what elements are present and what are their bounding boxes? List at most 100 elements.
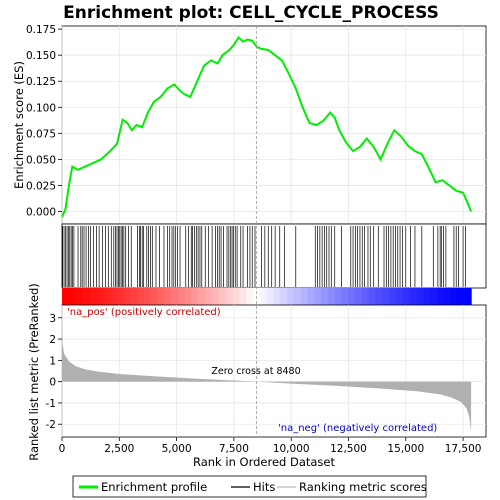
color-bar-segment (191, 288, 199, 305)
es-tick-label: 0.100 (26, 102, 56, 114)
color-bar-segment (375, 288, 384, 305)
color-bar-segment (68, 288, 77, 305)
hits-panel-frame (61, 223, 487, 289)
color-bar-segment (273, 288, 281, 305)
color-bar-segment (62, 288, 70, 305)
metric-tick-label: 1 (49, 355, 56, 367)
enrichment-profile-line (61, 35, 473, 218)
rank-color-bar (62, 288, 472, 305)
metric-tick-label: 3 (49, 313, 56, 325)
color-bar-segment (82, 288, 90, 305)
color-bar-segment (280, 288, 288, 305)
metric-panel: -2 -1 0 1 2 3 'na_pos' (positively correlated… (27, 26, 487, 461)
x-tick-label: 7,500 (219, 443, 249, 455)
metric-panel-frame (61, 304, 487, 438)
color-bar-segment (150, 288, 159, 305)
color-bar-segment (389, 288, 397, 305)
color-bar-segment (239, 288, 247, 305)
color-bar-segment (321, 288, 329, 305)
color-bar-segment (198, 288, 206, 305)
x-tick-label: 5,000 (162, 443, 192, 455)
legend-enrichment-label: Enrichment profile (101, 480, 207, 494)
color-bar-segment (109, 288, 118, 305)
es-tick-label: 0.025 (26, 180, 56, 192)
color-bar-segment (443, 288, 452, 305)
x-tick-label: 0 (59, 443, 66, 455)
chart-title: Enrichment plot: CELL_CYCLE_PROCESS (63, 3, 439, 23)
color-bar-segment (130, 288, 138, 305)
color-bar-segment (102, 288, 111, 305)
es-tick-label: 0.000 (26, 206, 56, 218)
color-bar-segment (123, 288, 131, 305)
metric-y-ticks: -2 -1 0 1 2 3 (46, 313, 62, 431)
color-bar-segment (396, 288, 404, 305)
x-tick-label: 10,000 (273, 443, 310, 455)
color-bar-segment (205, 288, 213, 305)
x-tick-label: 15,000 (387, 443, 424, 455)
color-bar-segment (171, 288, 179, 305)
es-panel: 0.000 0.025 0.050 0.075 0.100 0.125 0.150 0.175… (12, 24, 487, 225)
color-bar-segment (450, 288, 459, 305)
legend-hits-label: Hits (253, 480, 275, 494)
metric-tick-label: -1 (46, 398, 56, 410)
color-bar-segment (464, 288, 472, 305)
color-bar-segment (382, 288, 390, 305)
color-bar-segment (423, 288, 431, 305)
metric-tick-label: 2 (49, 334, 56, 346)
color-bar-segment (246, 288, 254, 305)
color-bar-segment (212, 288, 220, 305)
metric-tick-label: -2 (46, 419, 56, 431)
color-bar-segment (348, 288, 356, 305)
color-bar-segment (402, 288, 411, 305)
color-bar-segment (164, 288, 172, 305)
color-bar-segment (259, 288, 268, 305)
es-tick-label: 0.075 (26, 128, 56, 140)
x-tick-label: 12,500 (330, 443, 367, 455)
legend: Enrichment profile Hits Ranking metric s… (72, 475, 427, 498)
color-bar-segment (75, 288, 84, 305)
x-axis-label: Rank in Ordered Dataset (193, 455, 336, 469)
color-bar-segment (116, 288, 124, 305)
hit-marks (62, 226, 466, 287)
color-bar-segment (266, 288, 274, 305)
color-bar-segment (143, 288, 152, 305)
color-bar-segment (430, 288, 438, 305)
metric-tick-label: 0 (49, 377, 56, 389)
color-bar-segment (137, 288, 145, 305)
metric-y-axis-label: Ranked list metric (PreRanked) (27, 283, 41, 461)
color-bar-segment (184, 288, 193, 305)
color-bar-segment (368, 288, 377, 305)
positive-correlation-label: 'na_pos' (positively correlated) (67, 307, 221, 318)
color-bar-segment (157, 288, 165, 305)
legend-metric-label: Ranking metric scores (299, 480, 427, 494)
x-tick-label: 17,500 (445, 443, 482, 455)
x-axis-ticks: 0 2,500 5,000 7,500 10,000 12,500 15,000 17,500 (59, 437, 482, 455)
color-bar-segment (218, 288, 227, 305)
negative-correlation-label: 'na_neg' (negatively correlated) (278, 423, 437, 434)
color-bar-segment (300, 288, 309, 305)
color-bar-segment (437, 288, 445, 305)
es-tick-label: 0.125 (26, 76, 56, 88)
color-bar-segment (362, 288, 370, 305)
es-tick-label: 0.175 (26, 24, 56, 36)
es-grid (61, 26, 486, 224)
color-bar-segment (457, 288, 465, 305)
color-bar-segment (232, 288, 240, 305)
color-bar-segment (177, 288, 186, 305)
es-y-ticks: 0.000 0.025 0.050 0.075 0.100 0.125 0.150 0.175 (26, 24, 62, 218)
es-tick-label: 0.150 (26, 50, 56, 62)
color-bar-segment (327, 288, 336, 305)
color-bar-segment (341, 288, 349, 305)
x-tick-label: 2,500 (104, 443, 134, 455)
zero-cross-label: Zero cross at 8480 (211, 366, 300, 377)
color-bar-segment (293, 288, 302, 305)
es-panel-frame (61, 25, 487, 225)
color-bar-segment (334, 288, 343, 305)
color-bar-segment (355, 288, 363, 305)
color-bar-segment (416, 288, 424, 305)
hits-panel (61, 223, 487, 289)
color-bar-segment (409, 288, 418, 305)
color-bar-segment (314, 288, 322, 305)
color-bar-segment (287, 288, 295, 305)
